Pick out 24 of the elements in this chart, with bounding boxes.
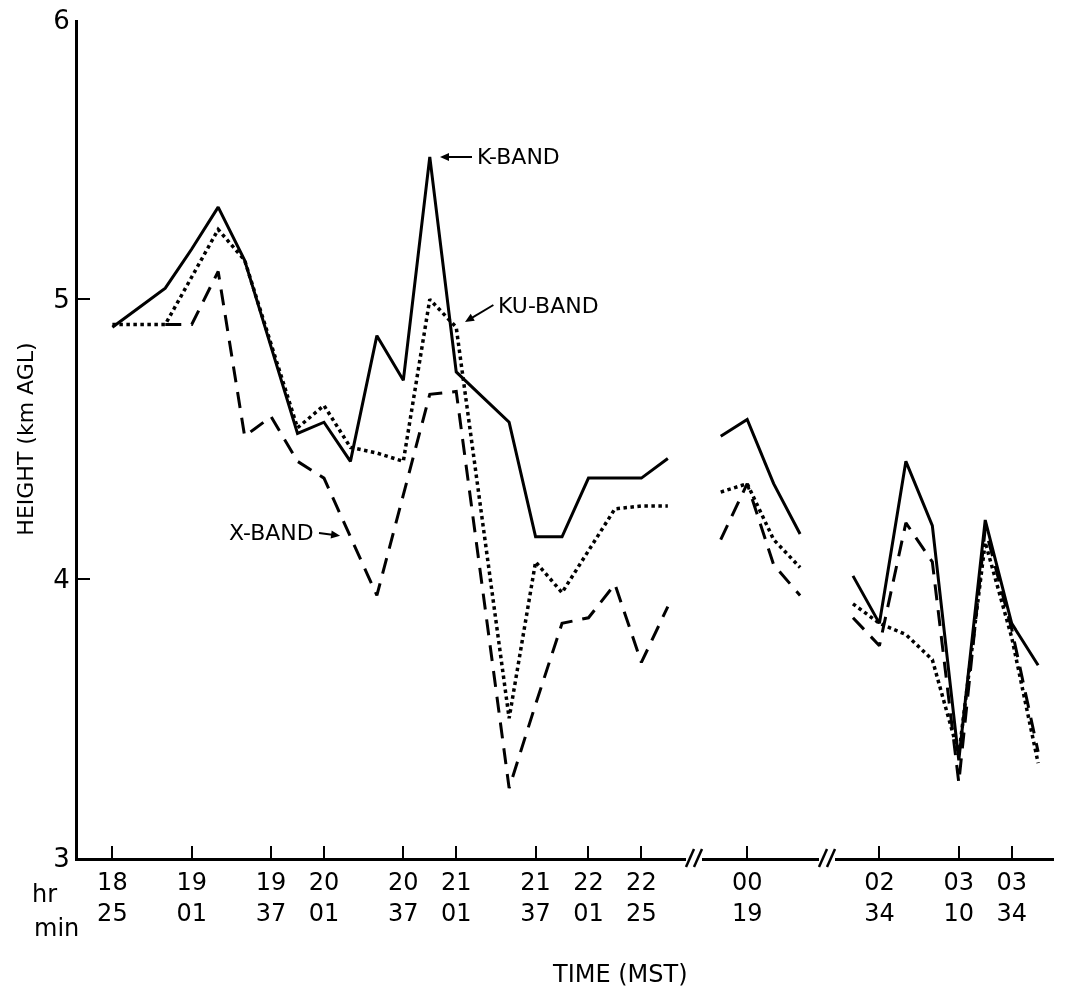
x-tick-label: 20 37 bbox=[388, 867, 419, 927]
y-tick-label: 4 bbox=[53, 563, 70, 594]
y-tick-label: 3 bbox=[53, 843, 70, 874]
x-tick-label: 02 34 bbox=[864, 867, 895, 927]
annotation: K-BAND bbox=[477, 144, 560, 169]
x-tick-label: 22 01 bbox=[573, 867, 604, 927]
x-tick-label: 22 25 bbox=[626, 867, 657, 927]
x-tick-label: 20 01 bbox=[308, 867, 340, 927]
text: min bbox=[34, 914, 80, 942]
x-tick-label: 18 25 bbox=[97, 867, 128, 927]
x-tick-label: 21 01 bbox=[440, 867, 472, 927]
y-axis-title: HEIGHT (km AGL) bbox=[13, 342, 39, 536]
x-tick-label: 03 10 bbox=[943, 867, 975, 927]
y-tick-label: 5 bbox=[53, 284, 70, 315]
annotation: KU-BAND bbox=[498, 293, 599, 318]
x-axis-title: TIME (MST) bbox=[552, 960, 688, 988]
y-tick-label: 6 bbox=[53, 5, 70, 36]
text: hr bbox=[32, 880, 58, 908]
x-tick-label: 00 19 bbox=[731, 867, 763, 927]
annotation: X-BAND bbox=[229, 520, 314, 545]
x-tick-label: 19 01 bbox=[176, 867, 207, 927]
x-tick-label: 03 34 bbox=[996, 867, 1027, 927]
x-tick-label: 19 37 bbox=[255, 867, 287, 927]
x-tick-label: 21 37 bbox=[520, 867, 551, 927]
